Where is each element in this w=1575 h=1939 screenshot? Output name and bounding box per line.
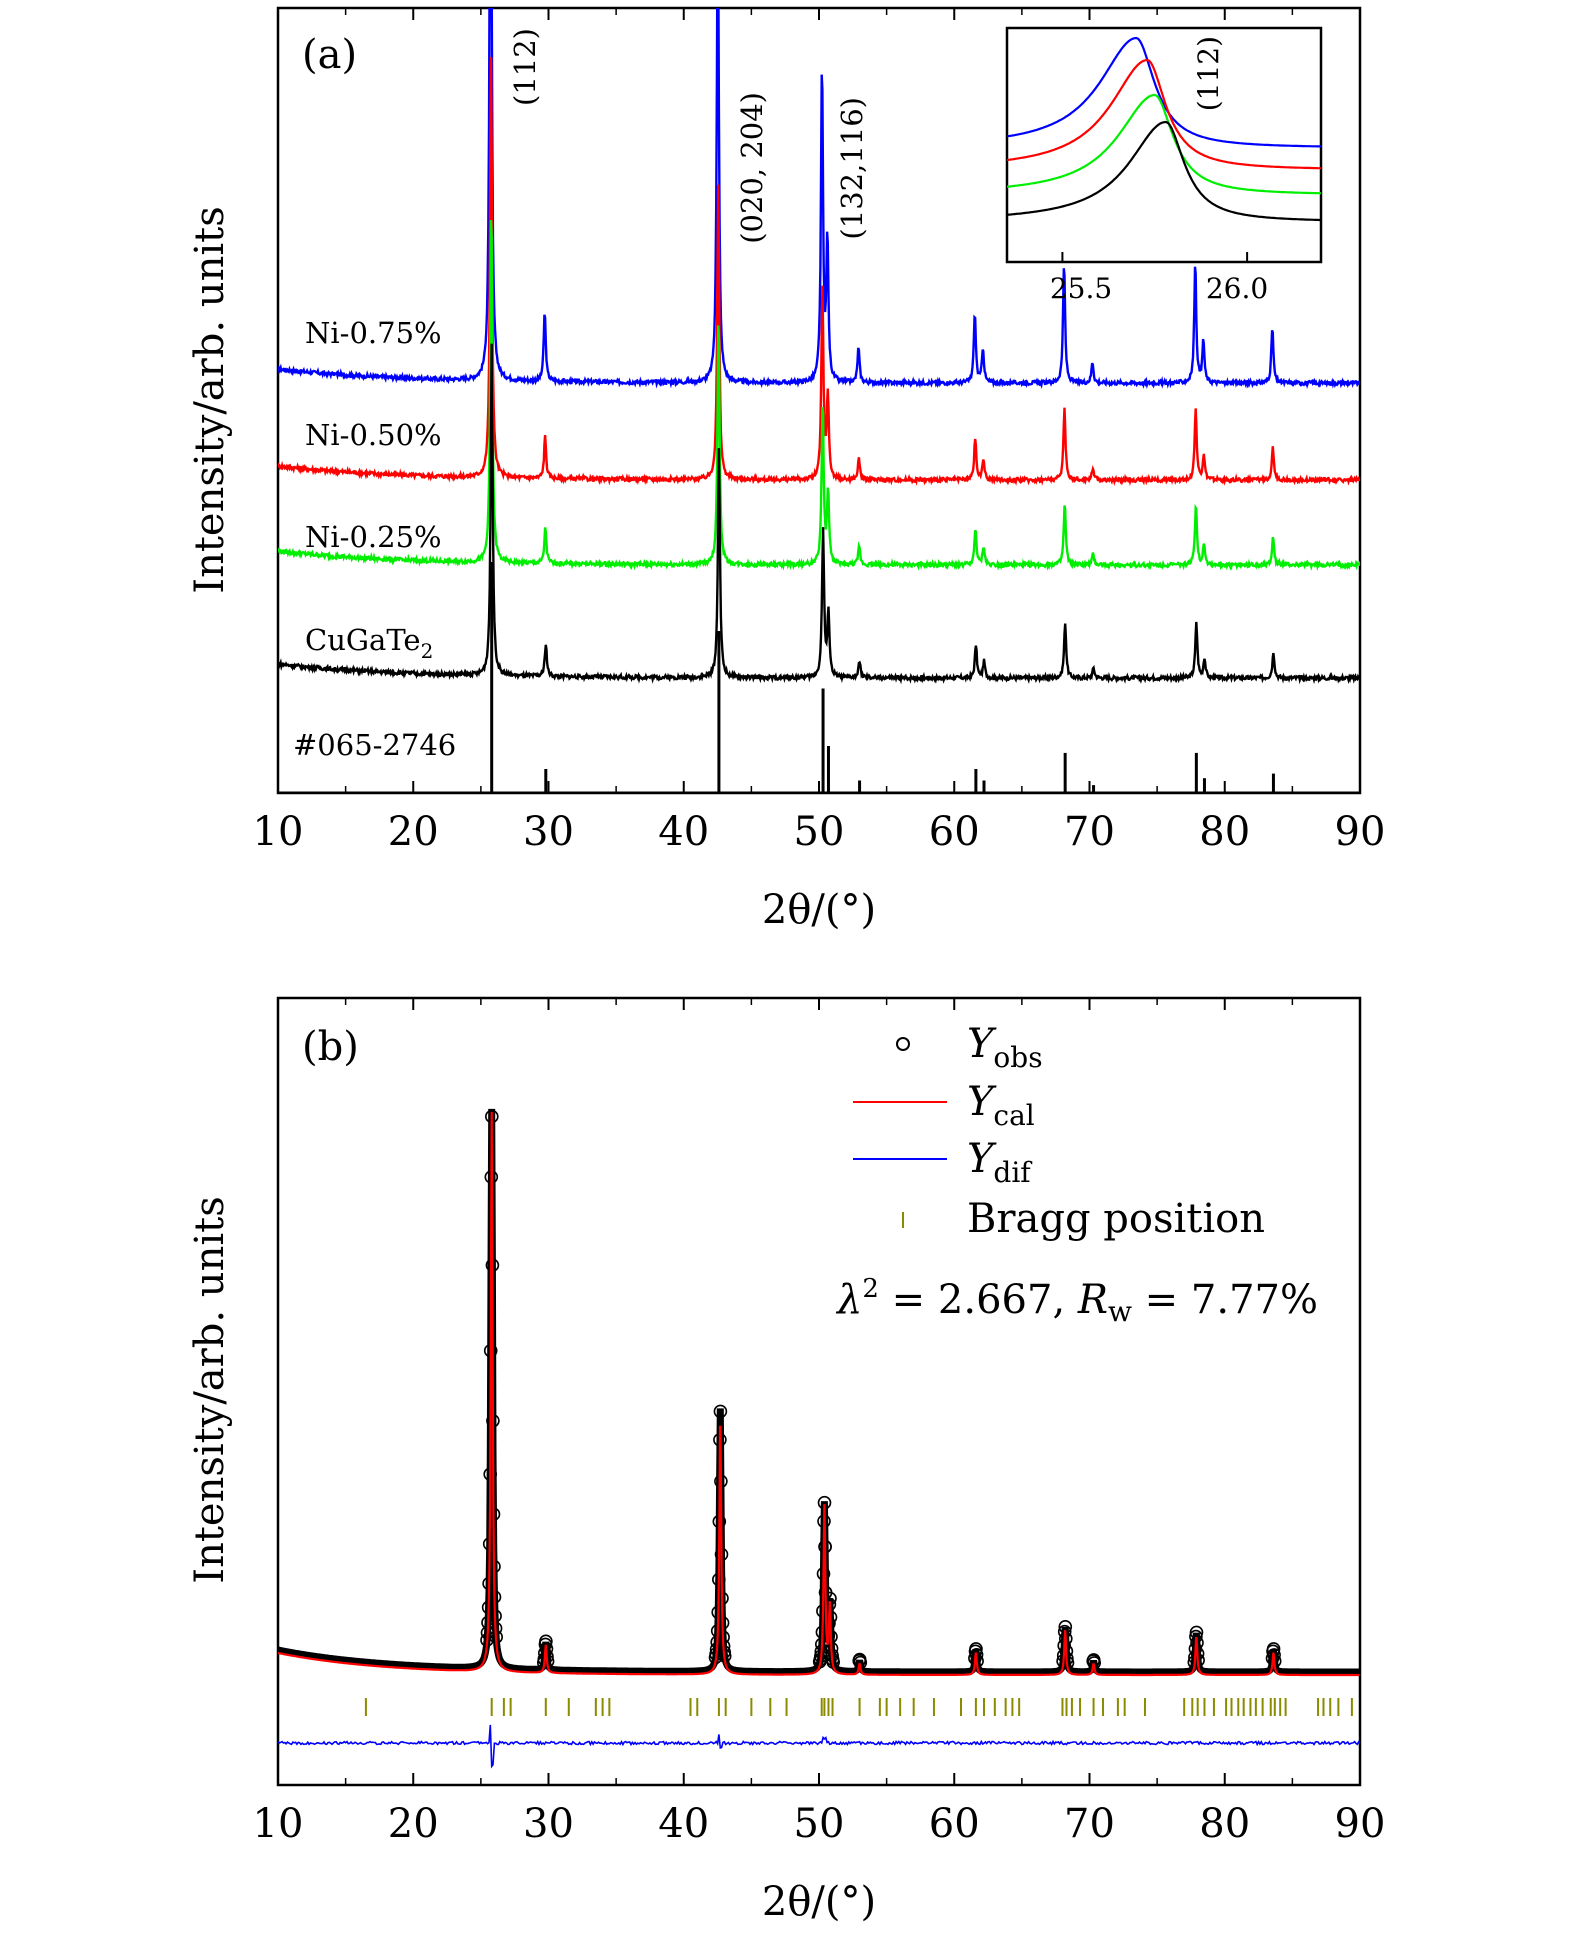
inset-peak-label: (112) [1192, 36, 1225, 111]
fit-rw-value: 7.77% [1191, 1277, 1318, 1323]
panel-a-curves [278, 8, 1360, 685]
curve-ni-025 [278, 220, 1360, 571]
inset: (112) 25.5 26.0 [1005, 26, 1323, 305]
panel-a-x-tick-label-70: 70 [1064, 809, 1115, 855]
panel-a-x-tick-label-10: 10 [253, 809, 304, 855]
panel-a-label: (a) [302, 32, 357, 78]
legend-ydif-label: Ydif [967, 1136, 1033, 1189]
inset-curve-1 [1007, 58, 1321, 170]
fit-lambda: λ [835, 1277, 862, 1323]
panel-b-bragg-ticks [364, 1698, 1353, 1716]
curve-ni-075 [278, 8, 1360, 390]
curve-ni-050 [278, 56, 1360, 487]
fit-r-label: R [1077, 1277, 1108, 1323]
inset-curve-0 [1007, 36, 1321, 148]
panel-b-x-axis-label: 2θ/(°) [762, 1879, 876, 1925]
peak-label-112: (112) [508, 28, 542, 106]
fit-statistics: λ2 = 2.667, Rw = 7.77% [835, 1274, 1318, 1328]
legend-ycal-sub: cal [993, 1099, 1034, 1132]
legend-bragg-label: Bragg position [967, 1196, 1265, 1242]
panel-a-x-tick-label-60: 60 [929, 809, 980, 855]
legend-yobs-sub: obs [993, 1041, 1042, 1074]
legend-ydif-sub: dif [993, 1156, 1033, 1189]
legend-yobs-marker [896, 1037, 910, 1051]
series-label-ni-075: Ni-0.75% [305, 316, 442, 350]
legend-yobs-main: Y [967, 1021, 997, 1067]
legend-yobs-label: Yobs [967, 1021, 1043, 1074]
inset-tick-label-25-5: 25.5 [1050, 272, 1112, 305]
inset-tick-label-26-0: 26.0 [1206, 272, 1268, 305]
panel-b-x-tick-label-60: 60 [929, 1801, 980, 1847]
peak-label-020-204: (020, 204) [735, 92, 769, 244]
panel-a-reference-sticks [278, 562, 1360, 793]
series-label-cugate2-sub: 2 [421, 639, 434, 663]
panel-a-x-tick-label-80: 80 [1199, 809, 1250, 855]
fit-r-sub: w [1108, 1295, 1132, 1328]
panel-b-observed-points [278, 1108, 1360, 1676]
difference-curve [278, 1724, 1360, 1769]
panel-b-legend: Yobs Ycal Ydif Bragg position λ2 = 2.667… [835, 1021, 1318, 1328]
legend-ycal-main: Y [967, 1079, 997, 1125]
panel-b-x-ticks [277, 998, 1361, 1785]
panel-a-x-axis-label: 2θ/(°) [762, 887, 876, 933]
series-label-cugate2: CuGaTe2 [305, 623, 433, 663]
legend-ycal-label: Ycal [967, 1079, 1035, 1132]
panel-b-x-tick-label-50: 50 [794, 1801, 845, 1847]
inset-curve-3 [1007, 120, 1321, 222]
panel-b-x-tick-label-70: 70 [1064, 1801, 1115, 1847]
panel-a-x-tick-label-30: 30 [523, 809, 574, 855]
panel-a-x-ticks [277, 8, 1361, 793]
panel-a-x-tick-label-20: 20 [388, 809, 439, 855]
fit-chi2-value: 2.667 [938, 1277, 1053, 1323]
panel-b-x-tick-label-10: 10 [253, 1801, 304, 1847]
panel-b-x-tick-label-80: 80 [1199, 1801, 1250, 1847]
panel-b-x-tick-labels: 10 20 30 40 50 60 70 80 90 [253, 1801, 1386, 1847]
series-label-reference: #065-2746 [293, 728, 456, 762]
observed-baseline-band [278, 1108, 1360, 1676]
panel-a-x-tick-labels: 10 20 30 40 50 60 70 80 90 [253, 809, 1386, 855]
panel-b-y-axis-label: Intensity/arb. units [187, 1196, 233, 1583]
panel-a: (a) (112) (020, 204) (132,116) Ni-0.75% … [187, 6, 1386, 933]
panel-b-x-tick-label-30: 30 [523, 1801, 574, 1847]
panel-b: (b) Yobs Ycal Ydif Bragg position λ2 = 2… [187, 996, 1386, 1925]
panel-a-x-tick-label-50: 50 [794, 809, 845, 855]
series-label-ni-025: Ni-0.25% [305, 520, 442, 554]
calculated-curve [278, 1111, 1360, 1677]
series-label-cugate2-main: CuGaTe [305, 623, 421, 657]
series-label-ni-050: Ni-0.50% [305, 418, 442, 452]
panel-b-x-tick-label-90: 90 [1335, 1801, 1386, 1847]
panel-a-y-axis-label: Intensity/arb. units [187, 206, 233, 593]
panel-b-calculated-curve [278, 1111, 1360, 1677]
panel-b-x-tick-label-40: 40 [658, 1801, 709, 1847]
panel-a-x-tick-label-90: 90 [1335, 809, 1386, 855]
panel-a-x-tick-label-40: 40 [658, 809, 709, 855]
peak-label-132-116: (132,116) [835, 97, 869, 240]
inset-curves [1007, 36, 1321, 222]
fit-lambda-sup: 2 [862, 1274, 879, 1304]
legend-ydif-main: Y [967, 1136, 997, 1182]
panel-b-difference-curve [278, 1724, 1360, 1769]
observed-point [713, 1404, 728, 1419]
inset-ticks [1061, 252, 1249, 262]
inset-curve-2 [1007, 93, 1321, 195]
panel-b-x-tick-label-20: 20 [388, 1801, 439, 1847]
panel-b-label: (b) [302, 1024, 359, 1070]
curve-cugate2 [278, 343, 1360, 685]
